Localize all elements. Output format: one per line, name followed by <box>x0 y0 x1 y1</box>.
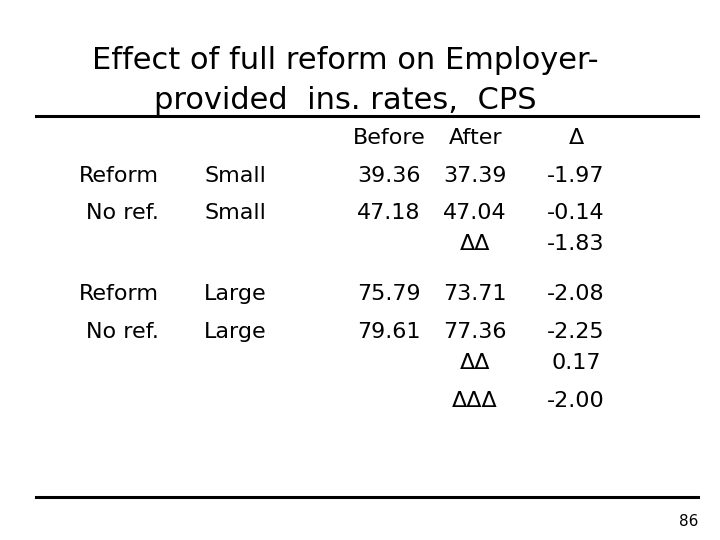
Text: provided  ins. rates,  CPS: provided ins. rates, CPS <box>154 86 537 116</box>
Text: 0.17: 0.17 <box>552 353 600 373</box>
Text: 37.39: 37.39 <box>444 165 507 186</box>
Text: Large: Large <box>204 322 266 342</box>
Text: -0.14: -0.14 <box>547 203 605 224</box>
Text: After: After <box>449 127 502 148</box>
Text: 75.79: 75.79 <box>357 284 420 305</box>
Text: Δ: Δ <box>568 127 584 148</box>
Text: 77.36: 77.36 <box>444 322 507 342</box>
Text: 47.04: 47.04 <box>444 203 507 224</box>
Text: Before: Before <box>352 127 426 148</box>
Text: Effect of full reform on Employer-: Effect of full reform on Employer- <box>92 46 599 75</box>
Text: No ref.: No ref. <box>86 203 158 224</box>
Text: ΔΔ: ΔΔ <box>460 353 490 373</box>
Text: Reform: Reform <box>78 165 158 186</box>
Text: No ref.: No ref. <box>86 322 158 342</box>
Text: 73.71: 73.71 <box>444 284 507 305</box>
Text: Small: Small <box>204 203 266 224</box>
Text: -2.08: -2.08 <box>547 284 605 305</box>
Text: 79.61: 79.61 <box>357 322 420 342</box>
Text: -1.97: -1.97 <box>547 165 605 186</box>
Text: 86: 86 <box>679 514 698 529</box>
Text: -2.00: -2.00 <box>547 390 605 411</box>
Text: 39.36: 39.36 <box>357 165 420 186</box>
Text: ΔΔΔ: ΔΔΔ <box>452 390 498 411</box>
Text: -2.25: -2.25 <box>547 322 605 342</box>
Text: Reform: Reform <box>78 284 158 305</box>
Text: 47.18: 47.18 <box>357 203 420 224</box>
Text: -1.83: -1.83 <box>547 234 605 254</box>
Text: Small: Small <box>204 165 266 186</box>
Text: ΔΔ: ΔΔ <box>460 234 490 254</box>
Text: Large: Large <box>204 284 266 305</box>
